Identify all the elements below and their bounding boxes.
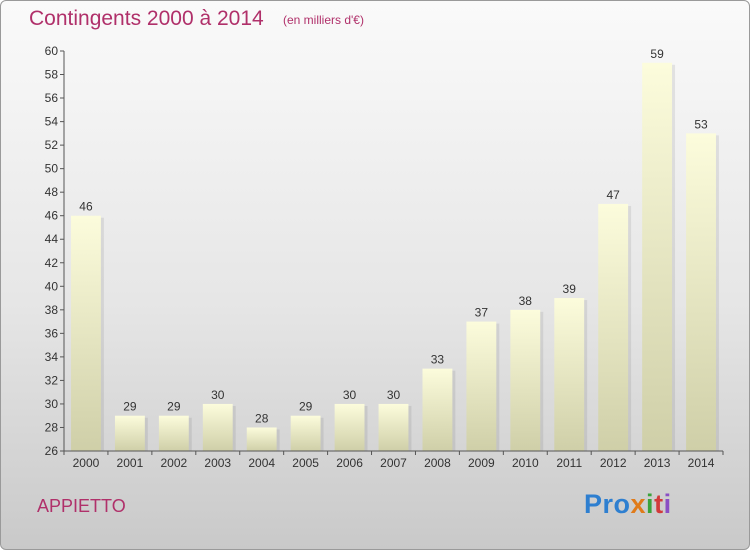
x-tick-label: 2014 xyxy=(688,456,715,470)
data-label: 38 xyxy=(519,294,533,308)
x-tick-label: 2009 xyxy=(468,456,495,470)
y-tick-label: 38 xyxy=(45,303,59,317)
y-tick-label: 28 xyxy=(45,420,59,434)
bar xyxy=(642,62,673,451)
y-tick-label: 34 xyxy=(45,350,59,364)
bar xyxy=(71,215,101,451)
bar xyxy=(598,203,629,451)
x-tick-label: 2003 xyxy=(204,456,231,470)
logo-part: Pro xyxy=(584,489,631,519)
data-label: 47 xyxy=(606,188,620,202)
y-tick-label: 42 xyxy=(45,256,59,270)
x-tick-label: 2001 xyxy=(117,456,144,470)
data-label: 29 xyxy=(167,400,181,414)
data-label: 59 xyxy=(650,47,664,61)
logo-part: t xyxy=(654,489,664,519)
y-tick-label: 58 xyxy=(45,68,59,82)
data-label: 30 xyxy=(211,388,225,402)
data-label: 28 xyxy=(255,411,269,425)
x-tick-label: 2002 xyxy=(160,456,187,470)
x-tick-label: 2004 xyxy=(248,456,275,470)
x-tick-label: 2006 xyxy=(336,456,363,470)
logo-part: i xyxy=(646,489,655,519)
y-tick-label: 48 xyxy=(45,185,59,199)
data-label: 29 xyxy=(299,400,313,414)
bar xyxy=(334,403,365,451)
y-tick-label: 30 xyxy=(45,397,59,411)
data-label: 39 xyxy=(563,282,577,296)
x-tick-label: 2011 xyxy=(556,456,582,470)
bar xyxy=(422,368,453,451)
bar xyxy=(158,415,189,451)
y-tick-label: 60 xyxy=(45,44,59,58)
y-tick-label: 50 xyxy=(45,162,59,176)
data-label: 46 xyxy=(79,200,93,214)
bar xyxy=(114,415,145,451)
proxiti-logo: Proxiti xyxy=(584,489,672,520)
data-label: 30 xyxy=(343,388,357,402)
y-tick-label: 52 xyxy=(45,138,59,152)
bar xyxy=(202,403,233,451)
logo-part: x xyxy=(630,489,647,519)
x-tick-label: 2012 xyxy=(600,456,627,470)
bar xyxy=(466,321,497,451)
x-tick-label: 2005 xyxy=(292,456,319,470)
x-tick-label: 2010 xyxy=(512,456,539,470)
bar xyxy=(554,298,585,451)
data-label: 37 xyxy=(475,306,489,320)
bar xyxy=(510,309,541,451)
data-label: 33 xyxy=(431,353,445,367)
bar xyxy=(378,403,409,451)
y-tick-label: 56 xyxy=(45,91,59,105)
x-tick-label: 2008 xyxy=(424,456,451,470)
y-tick-label: 44 xyxy=(45,232,59,246)
x-tick-label: 2007 xyxy=(380,456,407,470)
bar xyxy=(246,427,277,451)
y-tick-label: 40 xyxy=(45,279,59,293)
bar xyxy=(686,133,716,451)
y-tick-label: 32 xyxy=(45,373,59,387)
data-label: 30 xyxy=(387,388,401,402)
bar xyxy=(290,415,321,451)
logo-part: i xyxy=(663,489,672,519)
y-tick-label: 26 xyxy=(45,444,59,458)
y-tick-label: 46 xyxy=(45,209,59,223)
data-label: 29 xyxy=(123,400,137,414)
chart-title: Contingents 2000 à 2014 xyxy=(29,7,264,30)
x-tick-label: 2013 xyxy=(644,456,671,470)
y-tick-label: 54 xyxy=(45,115,59,129)
y-tick-label: 36 xyxy=(45,326,59,340)
data-label: 53 xyxy=(694,117,708,131)
chart-subtitle: (en milliers d'€) xyxy=(283,13,364,27)
commune-name: APPIETTO xyxy=(37,496,126,516)
x-tick-label: 2000 xyxy=(73,456,100,470)
